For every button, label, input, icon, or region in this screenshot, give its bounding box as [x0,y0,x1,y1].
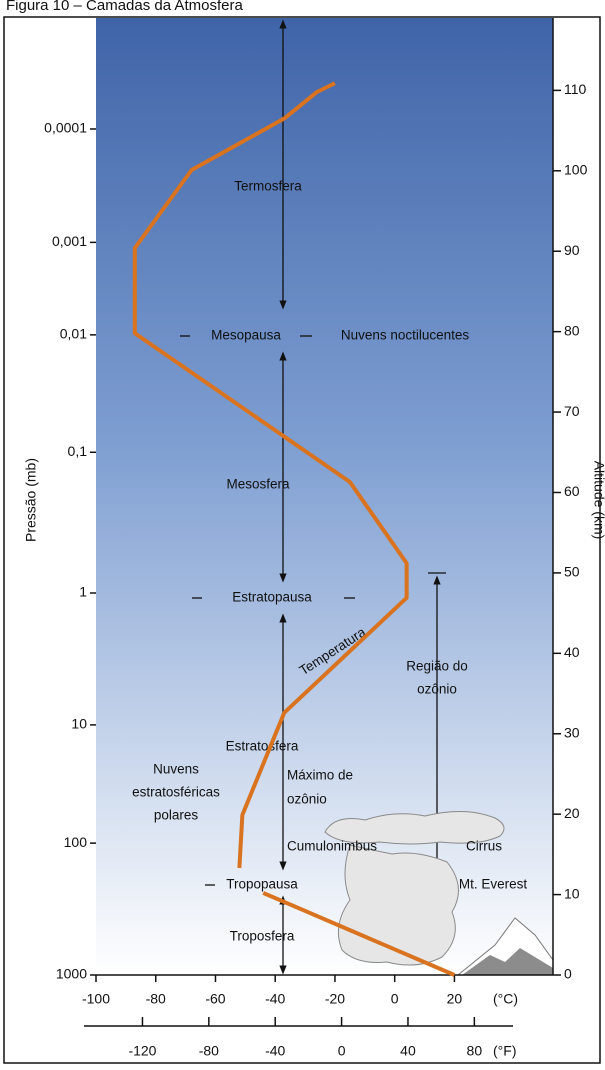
x2-tick-label: 80 [467,1043,483,1059]
annotation: Termosfera [234,179,302,194]
y-tick-label: 1000 [56,966,87,982]
annotation: Estratopausa [232,590,312,605]
annotation: Região do [406,659,468,674]
chart-title: Figura 10 – Camadas da Atmosfera [6,0,243,14]
x-tick-label: -40 [265,991,285,1007]
chart: Figura 10 – Camadas da Atmosfera Pressão… [0,0,605,1065]
y2-tick-label: 60 [564,483,580,499]
annotation: Troposfera [230,929,295,944]
x2-tick-label: -120 [128,1043,156,1059]
x2-tick-label: -40 [265,1043,285,1059]
y2-tick-label: 70 [564,403,580,419]
annotation: ozônio [287,792,327,807]
annotation: Estratosfera [226,739,299,754]
annotation: Nuvens noctilucentes [341,328,470,343]
x2-tick-label: 40 [400,1043,416,1059]
annotation: Mt. Everest [459,877,528,892]
y2-tick-label: 50 [564,564,580,580]
y-tick-label: 100 [64,834,88,850]
y2-tick-label: 90 [564,242,580,258]
y2-tick-label: 20 [564,805,580,821]
x-tick-label: -100 [82,991,110,1007]
x-tick-label: 0 [391,991,399,1007]
y-tick-label: 0,001 [52,233,87,249]
y-axis-title: Pressão (mb) [23,458,39,542]
annotation: polares [154,808,199,823]
x-axis-unit: (°C) [493,991,518,1007]
y2-axis-title: Altitude (km) [591,461,605,540]
annotation: Cirrus [466,839,502,854]
y-tick-label: 10 [71,716,87,732]
x2-axis-unit: (°F) [493,1043,516,1059]
y2-tick-label: 100 [564,162,588,178]
y-tick-label: 0,0001 [44,120,87,136]
annotation: Máximo de [287,768,353,783]
x-tick-label: 20 [447,991,463,1007]
y2-tick-label: 30 [564,724,580,740]
annotation: estratosféricas [132,785,220,800]
y2-tick-label: 80 [564,322,580,338]
y2-tick-label: 10 [564,885,580,901]
annotation: ozônio [417,682,457,697]
x-tick-label: -80 [146,991,166,1007]
y-tick-label: 1 [79,584,87,600]
y2-tick-label: 40 [564,644,580,660]
y2-tick-label: 110 [564,81,587,97]
x2-tick-label: 0 [338,1043,346,1059]
y-tick-label: 0,1 [68,443,88,459]
annotation: Mesopausa [211,328,281,343]
annotation: Nuvens [153,762,199,777]
x2-tick-label: -80 [199,1043,219,1059]
y-tick-label: 0,01 [60,326,87,342]
x-tick-label: -60 [205,991,225,1007]
y2-tick-label: 0 [564,966,572,982]
annotation: Mesosfera [226,477,290,492]
annotation: Cumulonimbus [287,839,377,854]
x-tick-label: -20 [325,991,345,1007]
annotation: Tropopausa [226,877,298,892]
